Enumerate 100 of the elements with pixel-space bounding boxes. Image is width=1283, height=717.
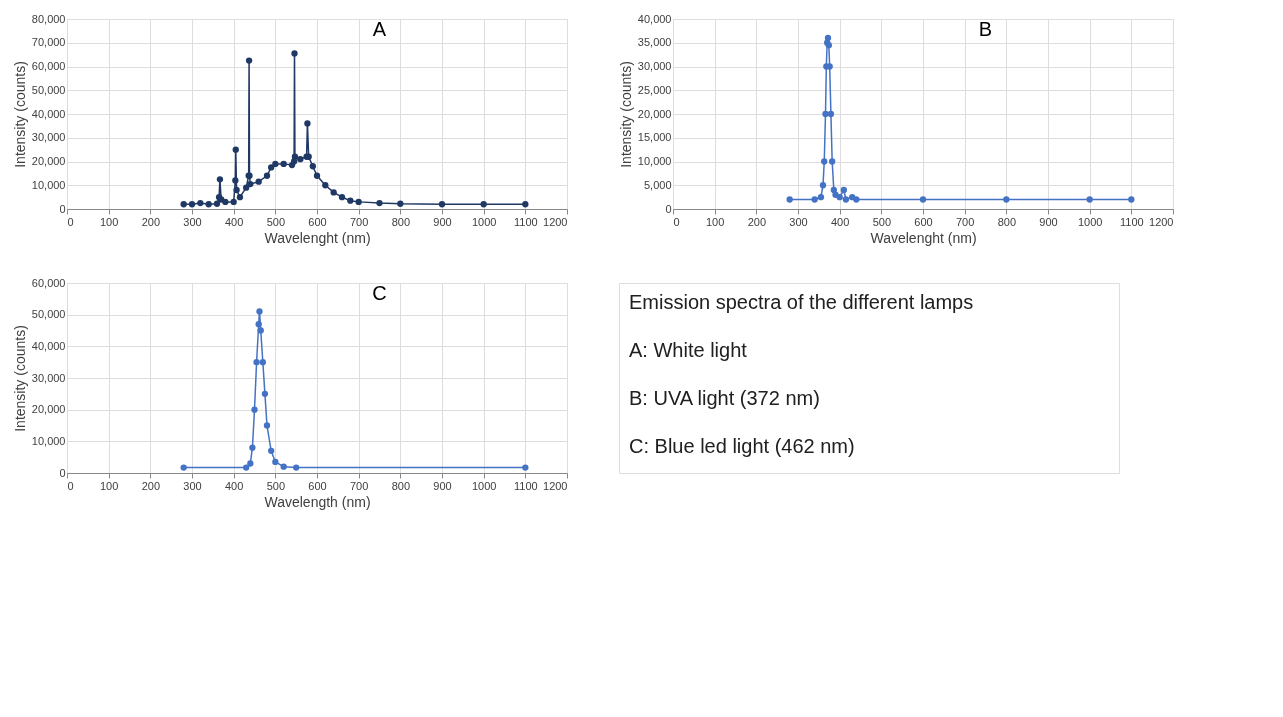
point [355,198,362,206]
x-tick-label: 200 [141,479,161,492]
point [919,196,927,203]
y-tick-label: 30,000 [31,371,66,384]
y-tick-label: 30,000 [637,60,672,72]
point [197,199,204,207]
x-tick-label: 400 [224,479,244,492]
point [280,463,287,470]
point [230,198,237,206]
point [255,321,262,328]
y-tick-label: 70,000 [31,36,66,49]
point [397,200,404,207]
x-tick-label: 200 [747,215,767,228]
point [205,201,212,208]
point [836,193,843,201]
point [522,201,529,208]
x-tick-label: 1100 [514,215,538,228]
annotation: A [372,18,387,41]
point [255,178,262,185]
x-tick-label: 800 [391,479,411,492]
point [247,460,254,467]
x-tick-label: 900 [433,479,452,492]
x-tick-label: 700 [349,215,369,228]
x-tick-label: 600 [308,479,327,492]
point [1086,196,1093,203]
y-tick-label: 50,000 [31,83,66,96]
x-tick-label: 0 [67,479,74,492]
y-axis-title: Intensity (counts) [11,325,28,432]
point [291,50,298,57]
point [236,193,244,201]
point [257,327,264,334]
x-tick-label: 500 [872,215,892,228]
point [824,34,832,42]
y-tick-label: 35,000 [637,36,672,49]
x-tick-label: 300 [183,479,202,492]
point [188,201,196,208]
point [821,158,828,165]
point [180,201,187,208]
point [309,163,316,170]
x-tick-label: 700 [349,479,369,492]
x-tick-label: 1000 [471,215,497,228]
point [216,176,224,183]
point [291,153,299,160]
point [261,390,269,397]
y-tick-label: 20,000 [637,107,672,120]
x-tick-label: 0 [673,215,680,228]
point [245,57,253,64]
point [263,422,271,429]
point [438,201,446,208]
point [249,444,256,451]
point [280,160,287,168]
point [263,172,271,179]
y-tick-label: 10,000 [31,434,66,447]
y-tick-label: 0 [59,466,66,479]
x-tick-label: 1200 [543,215,568,228]
point [313,172,321,179]
y-axis-title: Intensity (counts) [11,61,28,168]
y-tick-label: 40,000 [31,107,66,120]
point [247,180,254,188]
text: Emission spectra of the different lamps [629,291,974,313]
x-tick-label: 1100 [514,479,538,492]
x-tick-label: 200 [141,215,161,228]
x-tick-label: 0 [67,215,74,228]
point [786,196,793,203]
y-tick-label: 25,000 [637,83,672,96]
point [268,447,275,454]
point [480,201,487,208]
text: B: UVA light (372 nm) [629,387,820,409]
x-tick-label: 400 [830,215,850,228]
point [842,196,850,203]
point [822,110,829,118]
point [853,196,860,203]
y-tick-label: 50,000 [31,308,66,321]
point [1128,196,1135,203]
x-tick-label: 1200 [1149,215,1174,228]
point [1003,196,1010,203]
point [232,177,239,184]
point [293,464,300,471]
point [259,359,266,366]
y-tick-label: 30,000 [31,131,66,144]
point [272,458,279,466]
point [253,359,260,366]
y-tick-label: 20,000 [31,155,66,167]
point [817,193,825,201]
x-tick-label: 500 [266,215,286,228]
x-axis-title: Wavelength (nm) [264,493,371,510]
text: A: White light [629,339,748,361]
x-tick-label: 300 [183,215,202,228]
x-axis-title: Wavelenght (nm) [264,229,371,246]
point [376,199,383,207]
x-axis-title: Wavelenght (nm) [870,229,977,246]
y-tick-label: 10,000 [31,178,66,191]
point [819,182,827,189]
point [522,464,529,471]
x-tick-label: 400 [224,215,244,228]
point [222,198,229,206]
point [330,189,337,196]
y-tick-label: 40,000 [637,12,672,25]
x-tick-label: 900 [1039,215,1058,228]
x-tick-label: 800 [391,215,411,228]
